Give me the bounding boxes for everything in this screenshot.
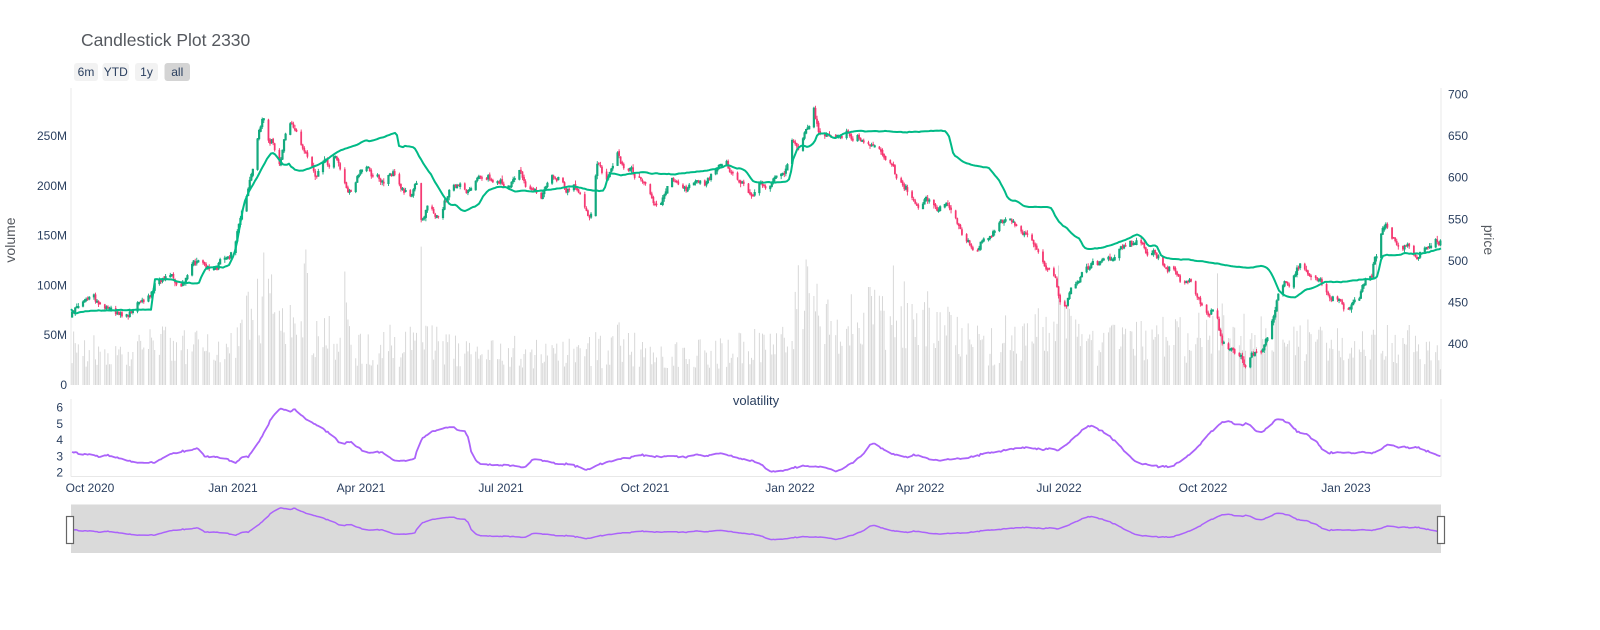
svg-text:150M: 150M	[37, 229, 67, 243]
svg-text:4: 4	[56, 433, 63, 447]
svg-text:Candlestick Plot 2330: Candlestick Plot 2330	[81, 30, 251, 50]
svg-text:Apr 2021: Apr 2021	[337, 481, 386, 495]
svg-text:Jan 2023: Jan 2023	[1321, 481, 1371, 495]
svg-text:450: 450	[1448, 296, 1468, 310]
svg-text:0: 0	[60, 378, 67, 392]
svg-text:Oct 2021: Oct 2021	[621, 481, 670, 495]
svg-text:550: 550	[1448, 212, 1468, 226]
svg-text:250M: 250M	[37, 129, 67, 143]
svg-text:2: 2	[56, 466, 63, 480]
svg-text:volume: volume	[2, 217, 18, 262]
svg-text:6m: 6m	[78, 65, 95, 79]
svg-text:Jan 2022: Jan 2022	[765, 481, 815, 495]
svg-text:Oct 2022: Oct 2022	[1179, 481, 1228, 495]
svg-text:price: price	[1481, 225, 1497, 256]
svg-text:600: 600	[1448, 171, 1468, 185]
svg-text:Jul 2022: Jul 2022	[1036, 481, 1082, 495]
svg-text:Jul 2021: Jul 2021	[478, 481, 524, 495]
svg-text:Apr 2022: Apr 2022	[896, 481, 945, 495]
svg-text:500: 500	[1448, 254, 1468, 268]
svg-text:Jan 2021: Jan 2021	[208, 481, 258, 495]
svg-text:200M: 200M	[37, 179, 67, 193]
svg-text:6: 6	[56, 401, 63, 415]
svg-text:1y: 1y	[140, 65, 153, 79]
svg-text:5: 5	[56, 417, 63, 431]
svg-text:volatility: volatility	[733, 393, 780, 408]
svg-text:Oct 2020: Oct 2020	[66, 481, 115, 495]
svg-text:650: 650	[1448, 129, 1468, 143]
svg-text:all: all	[171, 65, 183, 79]
svg-text:YTD: YTD	[104, 65, 128, 79]
svg-text:50M: 50M	[44, 328, 67, 342]
svg-text:700: 700	[1448, 88, 1468, 102]
svg-text:100M: 100M	[37, 278, 67, 292]
svg-text:400: 400	[1448, 337, 1468, 351]
svg-text:3: 3	[56, 449, 63, 463]
